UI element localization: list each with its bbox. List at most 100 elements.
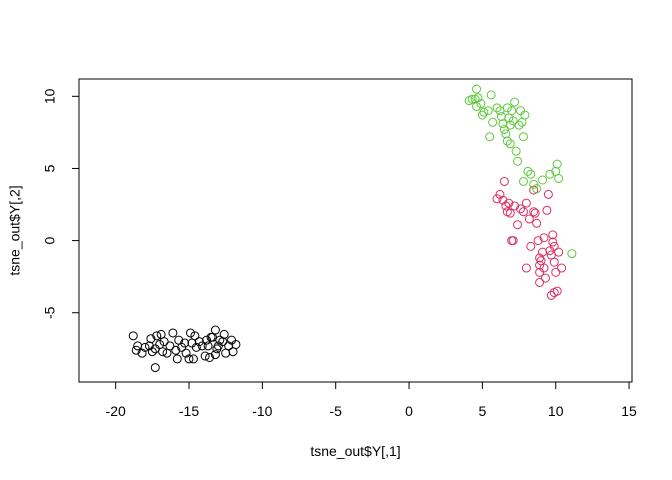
data-point [540, 273, 550, 283]
data-point [140, 342, 150, 352]
data-point [128, 331, 138, 341]
data-point [529, 207, 539, 217]
data-point [488, 117, 498, 127]
data-point [552, 159, 562, 169]
data-point [231, 339, 241, 349]
data-point [552, 286, 562, 296]
data-point [554, 174, 564, 184]
data-point [501, 201, 511, 211]
data-point [508, 236, 518, 246]
data-point [554, 247, 564, 257]
data-point [548, 237, 558, 247]
data-point [168, 328, 178, 338]
data-point [513, 220, 523, 230]
data-point [532, 218, 542, 228]
data-point [184, 354, 194, 364]
data-point [219, 329, 229, 339]
y-tick-label: -5 [42, 306, 58, 319]
points-layer [128, 84, 577, 373]
data-point [486, 90, 496, 100]
data-point [535, 260, 545, 270]
data-point [197, 341, 207, 351]
data-point [557, 263, 567, 273]
data-point [510, 201, 520, 211]
y-tick-label: 10 [42, 88, 58, 104]
data-point [546, 290, 556, 300]
data-point [137, 348, 147, 358]
data-point [191, 342, 201, 352]
data-point [205, 352, 215, 362]
data-point [147, 347, 157, 357]
data-point [152, 331, 162, 341]
data-point [495, 189, 505, 199]
data-point [521, 198, 531, 208]
data-point [502, 136, 512, 146]
data-point [533, 236, 543, 246]
data-point [507, 106, 517, 116]
data-point [549, 257, 559, 267]
data-point [499, 125, 509, 134]
data-point [524, 214, 534, 224]
x-tick-label: -20 [106, 403, 126, 419]
data-point [472, 84, 482, 94]
series-3 [464, 84, 577, 259]
data-point [492, 103, 502, 113]
data-point [472, 101, 482, 111]
data-point [473, 93, 483, 103]
data-point [188, 354, 198, 364]
data-point [181, 348, 191, 358]
data-point [510, 97, 520, 107]
data-point [218, 337, 228, 347]
data-point [535, 277, 545, 287]
x-axis-label: tsne_out$Y[,1] [310, 443, 400, 459]
x-tick-label: 15 [621, 403, 637, 419]
data-point [159, 337, 169, 347]
x-tick-label: 5 [478, 403, 486, 419]
data-point [210, 350, 220, 360]
data-point [210, 325, 220, 335]
data-point [185, 328, 195, 338]
data-point [526, 241, 536, 251]
data-point [539, 263, 549, 273]
data-point [521, 263, 531, 273]
data-point [518, 132, 528, 142]
series-2 [492, 176, 567, 300]
data-point [548, 230, 558, 240]
x-tick-label: -15 [179, 403, 199, 419]
data-point [158, 347, 168, 357]
data-point [165, 341, 175, 351]
data-point [511, 146, 521, 156]
data-point [499, 176, 509, 186]
data-point [516, 204, 526, 214]
data-point [483, 106, 493, 116]
x-tick-label: -10 [252, 403, 272, 419]
data-point [543, 189, 553, 199]
data-point [538, 175, 548, 185]
data-point [505, 208, 515, 218]
data-point [180, 338, 190, 348]
data-point [508, 116, 518, 126]
data-point [532, 184, 542, 194]
x-axis: -20 -15 -10 -5 0 5 10 15 [106, 381, 637, 419]
data-point [526, 169, 536, 179]
data-point [146, 334, 156, 344]
data-point [171, 345, 181, 355]
data-point [502, 103, 512, 113]
data-point [551, 267, 561, 277]
y-tick-label: 5 [42, 164, 58, 172]
data-point [505, 139, 515, 149]
y-axis: -5 0 5 10 [42, 88, 80, 319]
data-point [467, 94, 477, 104]
series-1 [128, 325, 241, 373]
data-point [514, 120, 524, 130]
data-point [535, 253, 545, 263]
data-point [520, 110, 530, 120]
data-point [567, 249, 577, 259]
x-tick-label: -5 [329, 403, 342, 419]
data-point [131, 345, 141, 355]
data-point [202, 335, 212, 345]
data-point [476, 99, 486, 109]
data-point [545, 169, 555, 179]
